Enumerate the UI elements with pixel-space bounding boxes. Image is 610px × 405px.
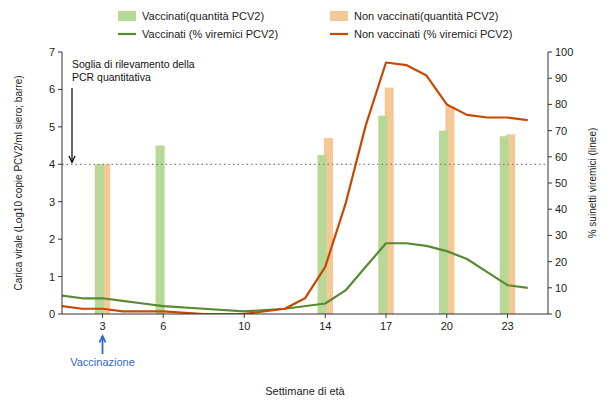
annotation-arrow-shaft [71,88,72,162]
legend-entry: Non vaccinati (% viremici PCV2) [330,28,512,40]
event-arrow-head [99,336,105,342]
y-tick-label: 6 [49,83,55,95]
y-tick-label: 0 [49,308,55,320]
y2-tick-label: 0 [555,308,561,320]
y2-tick-label: 80 [555,98,567,110]
legend-label: Vaccinati (% viremici PCV2) [142,28,278,40]
legend-entry: Vaccinati (% viremici PCV2) [118,28,278,40]
bar [439,131,448,314]
y-tick [58,314,62,315]
y-tick [58,276,62,277]
annotation-line: Soglia di rilevamento della [72,58,195,70]
x-tick-label: 17 [380,320,392,332]
legend-entry: Vaccinati(quantità PCV2) [118,10,264,22]
x-tick-label: 14 [319,320,331,332]
x-tick [163,314,164,318]
y2-tick-label: 70 [555,125,567,137]
event-arrow [99,336,105,354]
event-label: Vaccinazione [70,356,135,368]
y2-tick-label: 60 [555,151,567,163]
y-tick [58,126,62,127]
legend-label: Vaccinati(quantità PCV2) [142,10,264,22]
y-tick-label: 4 [49,158,55,170]
annotation-arrow [69,88,75,162]
x-tick [386,314,387,318]
y2-tick-label: 100 [555,46,573,58]
y2-tick [548,314,552,315]
threshold-line [62,164,548,165]
y2-tick-label: 40 [555,203,567,215]
bar [156,146,165,314]
legend-swatch [118,11,136,21]
y2-tick [548,156,552,157]
y-axis-line [62,52,63,314]
annotation-line: PCR quantitativa [72,71,151,83]
x-tick [446,314,447,318]
y2-tick-label: 50 [555,177,567,189]
plot-marks [62,62,548,314]
y-tick-label: 7 [49,46,55,58]
y2-tick-label: 20 [555,256,567,268]
chart: 3610141720230123456701020304050607080901… [0,0,610,405]
y2-tick [548,78,552,79]
bar [378,116,387,314]
bar [95,164,104,314]
y2-tick [548,287,552,288]
legend-swatch [330,33,348,35]
x-axis-line [62,314,548,315]
legend-label: Non vaccinati(quantità PCV2) [354,10,498,22]
line [62,62,528,314]
y2-tick [548,261,552,262]
annotation-arrow-head [69,156,75,162]
legend-entry: Non vaccinati(quantità PCV2) [330,10,498,22]
y-tick [58,239,62,240]
background [0,0,610,405]
legend-label: Non vaccinati (% viremici PCV2) [354,28,512,40]
legend-swatch [330,11,348,21]
y-tick-label: 1 [49,271,55,283]
legend-swatch [118,33,136,35]
x-tick [507,314,508,318]
y2-axis-label: % suinetti viremici (linee) [587,128,598,239]
x-tick-label: 20 [441,320,453,332]
y2-tick [548,235,552,236]
y-tick [58,89,62,90]
y-tick [58,164,62,165]
y2-tick [548,52,552,53]
y2-tick [548,209,552,210]
x-axis-label: Settimane di età [265,385,345,397]
x-tick [325,314,326,318]
bar [318,155,327,314]
y2-tick-label: 30 [555,229,567,241]
y2-tick [548,104,552,105]
x-tick-label: 10 [238,320,250,332]
line [62,243,528,311]
y2-tick [548,183,552,184]
annotation: Soglia di rilevamento dellaPCR quantitat… [72,58,195,83]
y-axis-label: Carica virale (Log10 copie PCV2/ml siero… [13,75,24,290]
x-tick [244,314,245,318]
x-tick-label: 6 [160,320,166,332]
y2-tick-label: 90 [555,72,567,84]
y2-tick-label: 10 [555,282,567,294]
y-tick-label: 2 [49,233,55,245]
y2-tick [548,130,552,131]
x-tick [102,314,103,318]
x-tick-label: 23 [501,320,513,332]
x-tick-label: 3 [99,320,105,332]
y-tick [58,201,62,202]
bar [500,136,509,314]
y-tick-label: 3 [49,196,55,208]
y-tick [58,52,62,53]
y-tick-label: 5 [49,121,55,133]
